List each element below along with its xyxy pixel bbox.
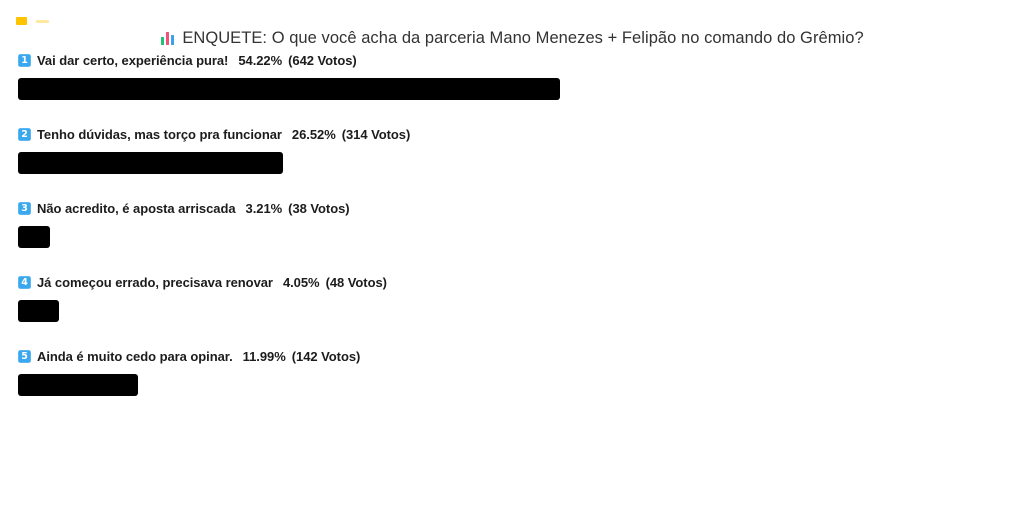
poll-option-2: 2 Tenho dúvidas, mas torço pra funcionar… [18, 126, 1018, 174]
option-stats-5: 11.99% (142 Votos) [243, 349, 361, 364]
option-number-badge-1: 1 [18, 54, 31, 67]
option-percent-2: 26.52% [291, 127, 336, 142]
option-percent-3: 3.21% [245, 201, 283, 216]
yellow-dash-icon [36, 19, 49, 23]
poll-title-text: ENQUETE: O que você acha da parceria Man… [182, 29, 864, 47]
poll-option-5-line: 5 Ainda é muito cedo para opinar. 11.99%… [18, 348, 1018, 365]
poll-option-1: 1 Vai dar certo, experiência pura! 54.22… [18, 52, 1018, 100]
option-stats-1: 54.22% (642 Votos) [238, 53, 356, 68]
poll-title: ENQUETE: O que você acha da parceria Man… [0, 27, 1024, 49]
option-label-4: Já começou errado, precisava renovar [37, 275, 273, 290]
option-votes-4: (48 Votos) [325, 275, 387, 290]
option-bar-fill-1 [18, 78, 561, 100]
option-label-5: Ainda é muito cedo para opinar. [37, 349, 233, 364]
poll-options-list: 1 Vai dar certo, experiência pura! 54.22… [18, 52, 1018, 396]
option-label-1: Vai dar certo, experiência pura! [37, 53, 229, 68]
option-bar-fill-3 [18, 226, 51, 248]
option-percent-4: 4.05% [282, 275, 320, 290]
orange-square-icon [16, 17, 27, 25]
option-number-badge-2: 2 [18, 128, 31, 141]
top-left-marker [16, 17, 49, 25]
option-bar-track-4 [18, 300, 1018, 322]
option-bar-track-3 [18, 226, 1018, 248]
poll-option-4-line: 4 Já começou errado, precisava renovar 4… [18, 274, 1018, 291]
option-bar-track-5 [18, 374, 1018, 396]
option-bar-fill-5 [18, 374, 138, 396]
option-number-badge-4: 4 [18, 276, 31, 289]
option-votes-2: (314 Votos) [341, 127, 411, 142]
option-bar-track-2 [18, 152, 1018, 174]
poll-option-3-line: 3 Não acredito, é aposta arriscada 3.21%… [18, 200, 1018, 217]
option-number-badge-3: 3 [18, 202, 31, 215]
option-percent-5: 11.99% [242, 349, 286, 364]
option-number-badge-5: 5 [18, 350, 31, 363]
option-votes-3: (38 Votos) [288, 201, 350, 216]
option-votes-1: (642 Votos) [288, 53, 357, 68]
option-bar-track-1 [18, 78, 1018, 100]
option-label-2: Tenho dúvidas, mas torço pra funcionar [37, 127, 282, 142]
spacer [18, 322, 1018, 348]
spacer [18, 174, 1018, 200]
option-stats-3: 3.21% (38 Votos) [246, 201, 350, 216]
poll-option-3: 3 Não acredito, é aposta arriscada 3.21%… [18, 200, 1018, 248]
option-bar-fill-4 [18, 300, 59, 322]
spacer [18, 100, 1018, 126]
poll-option-4: 4 Já começou errado, precisava renovar 4… [18, 274, 1018, 322]
option-label-3: Não acredito, é aposta arriscada [37, 201, 236, 216]
poll-option-2-line: 2 Tenho dúvidas, mas torço pra funcionar… [18, 126, 1018, 143]
option-stats-2: 26.52% (314 Votos) [292, 127, 410, 142]
option-votes-5: (142 Votos) [291, 349, 361, 364]
poll-option-1-line: 1 Vai dar certo, experiência pura! 54.22… [18, 52, 1018, 69]
option-bar-fill-2 [18, 152, 284, 174]
bar-chart-icon [160, 31, 175, 45]
option-stats-4: 4.05% (48 Votos) [283, 275, 387, 290]
poll-option-5: 5 Ainda é muito cedo para opinar. 11.99%… [18, 348, 1018, 396]
option-percent-1: 54.22% [238, 53, 283, 68]
spacer [18, 248, 1018, 274]
